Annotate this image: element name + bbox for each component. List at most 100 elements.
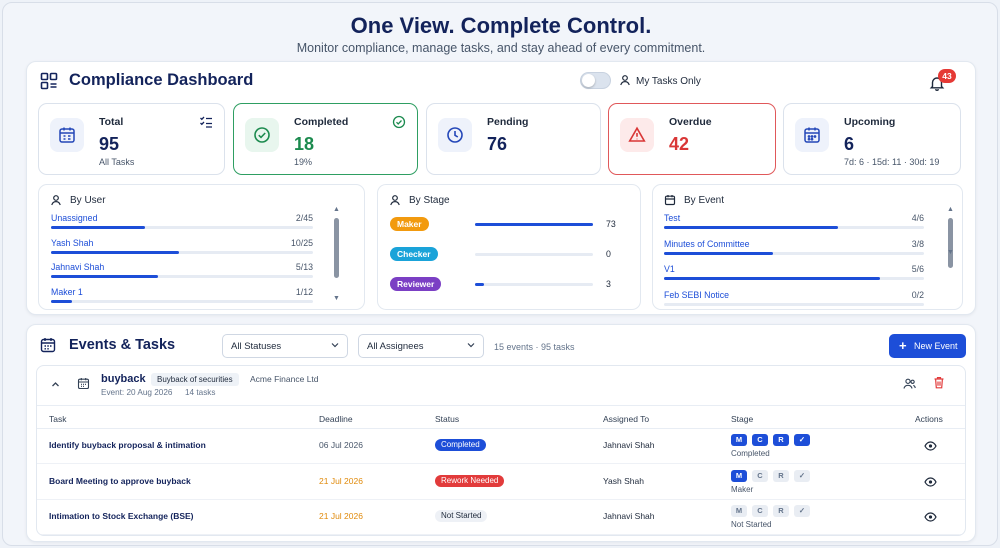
by-user-row[interactable]: Yash Shah 10/25 xyxy=(51,237,313,254)
by-event-count: 3/8 xyxy=(911,238,924,249)
progress-track xyxy=(51,299,313,303)
progress-track xyxy=(51,250,313,254)
event-name[interactable]: buyback xyxy=(101,373,146,385)
status-filter-select[interactable]: All Statuses xyxy=(222,334,348,358)
by-event-name[interactable]: Minutes of Committee xyxy=(664,238,750,249)
by-event-name[interactable]: Test xyxy=(664,213,681,223)
scroll-up-icon[interactable]: ▲ xyxy=(333,206,340,213)
event-task-count: 14 tasks xyxy=(185,388,216,397)
stat-overdue[interactable]: Overdue 42 xyxy=(608,103,776,175)
by-event-row[interactable]: V1 5/6 xyxy=(664,264,924,280)
progress-fill xyxy=(664,226,839,229)
stage-step-c: C xyxy=(752,505,768,517)
stage-count: 0 xyxy=(606,249,611,259)
calendar-icon xyxy=(804,127,820,143)
by-event-count: 5/6 xyxy=(911,264,924,274)
users-icon[interactable] xyxy=(903,377,916,390)
progress-fill xyxy=(475,283,485,286)
stat-pending[interactable]: Pending 76 xyxy=(426,103,601,175)
progress-track xyxy=(475,283,593,286)
eye-icon[interactable] xyxy=(924,476,937,487)
task-deadline: 21 Jul 2026 xyxy=(319,511,363,521)
col-status[interactable]: Status xyxy=(435,414,460,424)
by-stage-row[interactable]: Checker 0 xyxy=(390,247,626,261)
assignee-filter-select[interactable]: All Assignees xyxy=(358,334,484,358)
progress-fill xyxy=(664,251,774,255)
by-stage-row[interactable]: Maker 73 xyxy=(390,217,626,231)
scroll-up-icon[interactable]: ▲ xyxy=(947,206,954,213)
stage-pill: Checker xyxy=(390,247,438,261)
by-user-count: 1/12 xyxy=(295,286,313,297)
progress-track xyxy=(51,275,313,278)
status-filter-value: All Statuses xyxy=(231,341,282,352)
my-tasks-toggle[interactable] xyxy=(580,72,611,89)
by-stage-row[interactable]: Reviewer 3 xyxy=(390,277,626,291)
col-stage[interactable]: Stage xyxy=(731,414,754,424)
calendar-list-icon xyxy=(59,127,75,143)
by-event-name[interactable]: V1 xyxy=(664,264,675,274)
scroll-down-icon[interactable]: ▼ xyxy=(947,249,954,256)
stage-step-v: ✓ xyxy=(794,434,810,446)
event-group-buyback: buyback Buyback of securities Acme Finan… xyxy=(36,365,966,536)
stage-step-c: C xyxy=(752,469,768,482)
eye-icon[interactable] xyxy=(924,512,937,522)
status-badge: Rework Needed xyxy=(435,474,505,487)
toggle-knob xyxy=(582,74,595,87)
stat-total-sub: All Tasks xyxy=(99,157,135,167)
col-assigned[interactable]: Assigned To xyxy=(603,414,650,424)
stage-step-r: R xyxy=(773,505,789,517)
scrollbar-thumb[interactable] xyxy=(948,218,953,268)
plus-icon: + xyxy=(899,338,907,353)
progress-fill xyxy=(51,226,146,229)
stat-total[interactable]: Total 95 All Tasks xyxy=(38,103,225,175)
progress-fill xyxy=(51,250,180,254)
stat-completed-icon-box xyxy=(245,118,279,152)
by-event-row[interactable]: Minutes of Committee 3/8 xyxy=(664,238,924,255)
scrollbar-thumb[interactable] xyxy=(334,218,339,278)
stage-step-c: C xyxy=(752,434,768,446)
by-user-row[interactable]: Unassigned 2/45 xyxy=(51,213,313,229)
stat-total-icon-box xyxy=(50,118,84,152)
table-row[interactable]: Board Meeting to approve buyback 21 Jul 2… xyxy=(37,465,965,500)
by-user-name[interactable]: Yash Shah xyxy=(51,237,94,248)
eye-icon[interactable] xyxy=(924,441,937,451)
task-assignee: Yash Shah xyxy=(603,475,644,486)
by-user-name[interactable]: Maker 1 xyxy=(51,286,83,297)
table-row[interactable]: Intimation to Stock Exchange (BSE) 21 Jul… xyxy=(37,500,965,535)
progress-fill xyxy=(51,275,159,278)
by-user-count: 2/45 xyxy=(295,213,313,223)
by-event-name[interactable]: Feb SEBI Notice xyxy=(664,289,730,300)
chevron-up-icon[interactable] xyxy=(51,380,60,389)
by-user-name[interactable]: Jahnavi Shah xyxy=(51,262,105,272)
by-user-row[interactable]: Maker 1 1/12 xyxy=(51,286,313,303)
hero-subtitle: Monitor compliance, manage tasks, and st… xyxy=(296,41,706,55)
task-name[interactable]: Identify buyback proposal & intimation xyxy=(49,440,206,450)
stat-total-value: 95 xyxy=(99,134,120,154)
task-deadline: 21 Jul 2026 xyxy=(319,475,363,486)
task-name[interactable]: Intimation to Stock Exchange (BSE) xyxy=(49,511,194,521)
table-row[interactable]: Identify buyback proposal & intimation 06… xyxy=(37,429,965,464)
task-deadline: 06 Jul 2026 xyxy=(319,440,363,450)
col-deadline[interactable]: Deadline xyxy=(319,414,353,424)
user-icon xyxy=(390,195,400,206)
stat-total-label: Total xyxy=(99,116,124,128)
task-assignee: Jahnavi Shah xyxy=(603,440,655,450)
stage-label: Maker xyxy=(731,484,754,494)
by-user-row[interactable]: Jahnavi Shah 5/13 xyxy=(51,262,313,278)
chevron-down-icon xyxy=(467,343,475,348)
new-event-button[interactable]: + New Event xyxy=(889,334,966,358)
stat-completed[interactable]: Completed 18 19% xyxy=(233,103,418,175)
stat-upcoming-value: 6 xyxy=(844,134,855,154)
scroll-down-icon[interactable]: ▼ xyxy=(333,295,340,302)
col-task[interactable]: Task xyxy=(49,414,67,424)
trash-icon[interactable] xyxy=(933,376,945,389)
status-badge: Not Started xyxy=(435,510,488,522)
by-event-row[interactable]: Feb SEBI Notice 0/2 xyxy=(664,289,924,306)
stat-completed-label: Completed xyxy=(294,116,349,128)
stat-upcoming[interactable]: Upcoming 6 7d: 6 · 15d: 11 · 30d: 19 xyxy=(783,103,961,175)
task-name[interactable]: Board Meeting to approve buyback xyxy=(49,475,191,486)
by-event-row[interactable]: Test 4/6 xyxy=(664,213,924,229)
stage-step-v: ✓ xyxy=(794,469,810,482)
by-user-name[interactable]: Unassigned xyxy=(51,213,98,223)
